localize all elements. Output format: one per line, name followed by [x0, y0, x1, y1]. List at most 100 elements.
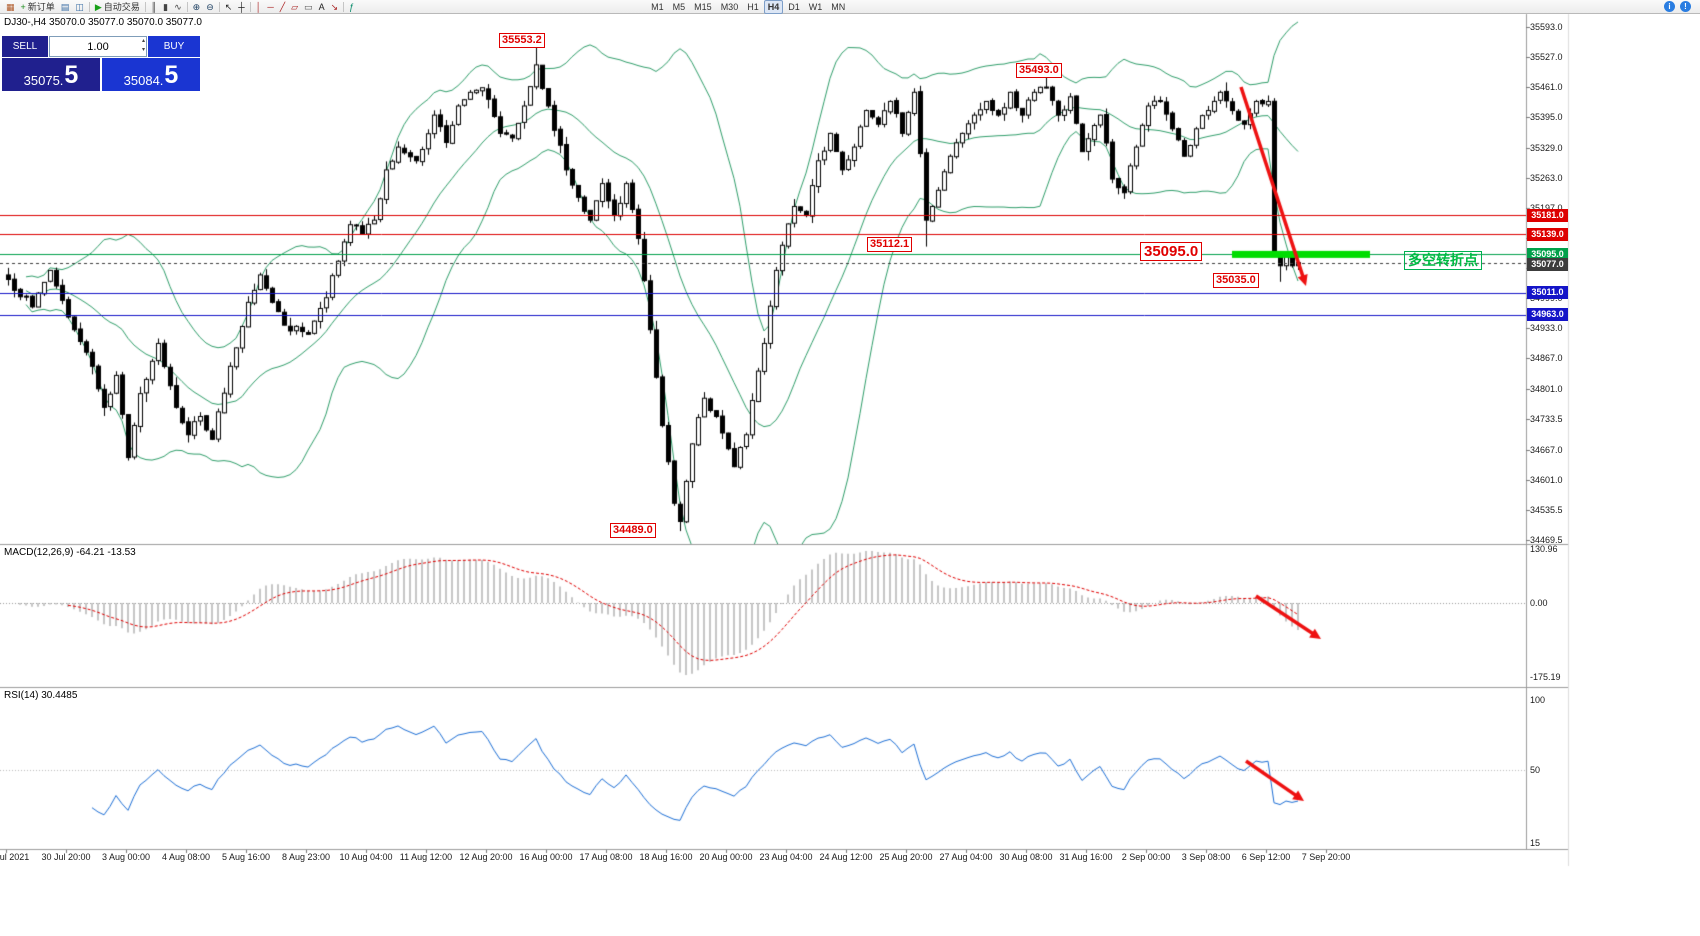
- bid-price-tag: 35077.0: [1527, 258, 1568, 272]
- spinner-up-icon[interactable]: ▴: [141, 38, 145, 44]
- volume-value: 1.00: [87, 40, 109, 53]
- time-axis-label: 6 Sep 12:00: [1241, 852, 1291, 862]
- timeframe-m1[interactable]: M1: [651, 1, 664, 12]
- price-label-annotation[interactable]: 35553.2: [499, 33, 545, 48]
- price-axis-label: 35263.0: [1530, 172, 1563, 183]
- hline-price-tag: 34963.0: [1527, 308, 1568, 322]
- time-axis-label: 3 Aug 00:00: [101, 852, 151, 862]
- volume-input[interactable]: 1.00 ▴ ▾: [49, 36, 147, 57]
- time-axis-label: 30 Aug 08:00: [999, 852, 1053, 862]
- price-axis-label: 35197.0: [1530, 203, 1568, 213]
- price-axis-label: 34667.0: [1530, 444, 1563, 455]
- zoom-out-icon: ⊖: [206, 1, 214, 12]
- tile-windows-icon[interactable]: ◫: [72, 1, 87, 13]
- price-axis-label: 34469.5: [1530, 535, 1563, 545]
- one-click-trade-panel: SELL 1.00 ▴ ▾ BUY 35075. 5 35084. 5: [2, 36, 200, 91]
- timeframe-m15[interactable]: M15: [694, 1, 712, 12]
- bar-chart-icon[interactable]: ║: [148, 1, 160, 13]
- candlestick-chart-icon[interactable]: ▮: [160, 1, 171, 13]
- time-axis-label: 25 Aug 20:00: [879, 852, 933, 862]
- time-axis-label: 20 Aug 00:00: [699, 852, 753, 862]
- hline-price-tag: 35139.0: [1527, 227, 1568, 241]
- text-label-icon[interactable]: A: [316, 1, 328, 13]
- arrow-object-icon[interactable]: ↘: [328, 1, 342, 13]
- vertical-line-icon: │: [255, 1, 262, 12]
- notifications-icon[interactable]: !: [1680, 1, 1691, 12]
- buy-price-display[interactable]: 35084. 5: [102, 58, 200, 91]
- cursor-icon[interactable]: ↖: [222, 1, 236, 13]
- rsi-axis-label: 100: [1530, 695, 1546, 705]
- timeframe-m5[interactable]: M5: [672, 1, 686, 12]
- timeframe-m30[interactable]: M30: [720, 1, 739, 12]
- macd-axis-label: -175.19: [1530, 672, 1561, 682]
- toolbar-separator: [186, 1, 188, 12]
- price-label-annotation[interactable]: 35095.0: [1140, 242, 1203, 261]
- time-axis-label: 12 Aug 20:00: [459, 852, 513, 862]
- volume-spinner[interactable]: ▴ ▾: [142, 37, 145, 55]
- new-order-button[interactable]: + 新订单: [18, 1, 58, 13]
- time-axis-label: 8 Aug 23:00: [281, 852, 331, 862]
- timeframe-d1[interactable]: D1: [788, 1, 800, 12]
- time-axis-label: 10 Aug 04:00: [339, 852, 393, 862]
- chart-window-icon: ▦: [6, 1, 15, 12]
- timeframe-h1[interactable]: H1: [747, 1, 759, 12]
- profiles-icon[interactable]: ▤: [58, 1, 73, 13]
- hline-price-tag: 35095.0: [1527, 247, 1568, 261]
- time-axis-label: 31 Aug 16:00: [1059, 852, 1113, 862]
- equidistant-channel-icon[interactable]: ▱: [288, 1, 301, 13]
- timeframe-h4[interactable]: H4: [763, 0, 784, 14]
- toolbar-separator: [218, 1, 220, 12]
- time-axis-label: 2 Sep 00:00: [1121, 852, 1171, 862]
- community-icon[interactable]: i: [1664, 1, 1675, 12]
- crosshair-icon: ┼: [238, 1, 245, 12]
- price-axis-label: 35461.0: [1530, 82, 1563, 93]
- horizontal-line-icon: ─: [267, 1, 274, 12]
- price-axis-label: 34933.0: [1530, 323, 1563, 334]
- algo-trading-button[interactable]: ▶ 自动交易: [92, 1, 143, 13]
- price-label-annotation[interactable]: 35112.1: [867, 237, 913, 252]
- rsi-axis-label: 15: [1530, 838, 1541, 848]
- timeframe-w1[interactable]: W1: [808, 1, 823, 12]
- candlestick-chart-icon: ▮: [163, 1, 169, 12]
- price-label-annotation[interactable]: 35035.0: [1213, 273, 1259, 288]
- toolbar-separator: [343, 1, 345, 12]
- price-axis-label: 34535.5: [1530, 504, 1563, 515]
- price-label-annotation[interactable]: 35493.0: [1016, 63, 1062, 78]
- shapes-icon[interactable]: ▭: [301, 1, 316, 13]
- arrow-object-icon: ↘: [330, 1, 339, 12]
- trendline-icon[interactable]: ╱: [277, 1, 288, 13]
- buy-button[interactable]: BUY: [148, 36, 200, 57]
- crosshair-icon[interactable]: ┼: [235, 1, 247, 13]
- time-axis-label: 5 Aug 16:00: [221, 852, 271, 862]
- sell-button[interactable]: SELL: [2, 36, 48, 57]
- rsi-indicator-label: RSI(14) 30.4485: [4, 690, 78, 701]
- new-order-button-label: 新订单: [27, 2, 55, 12]
- time-axis-label: 3 Sep 08:00: [1181, 852, 1231, 862]
- price-axis-label: 34867.0: [1530, 353, 1563, 364]
- text-label-icon: A: [318, 1, 325, 12]
- note-annotation[interactable]: 多空转折点: [1404, 251, 1482, 270]
- spinner-down-icon[interactable]: ▾: [141, 47, 145, 53]
- line-chart-icon[interactable]: ∿: [171, 1, 185, 13]
- line-chart-icon: ∿: [174, 1, 182, 12]
- top-toolbar: ▦ + 新订单 ▤ ◫ ▶ 自动交易 ║ ▮ ∿ ⊕ ⊖ ↖ ┼ │ ─ ╱ ▱ ▭ A ↘ ƒ M1 M5 M15 M30 H1 H…: [0, 0, 1700, 14]
- zoom-in-icon[interactable]: ⊕: [190, 1, 204, 13]
- zoom-out-icon[interactable]: ⊖: [203, 1, 217, 13]
- horizontal-line-icon[interactable]: ─: [264, 1, 276, 13]
- sell-price-display[interactable]: 35075. 5: [2, 58, 100, 91]
- timeframe-mn[interactable]: MN: [831, 1, 846, 12]
- sell-price-big-digit: 5: [64, 61, 79, 89]
- vertical-line-icon[interactable]: │: [253, 1, 265, 13]
- indicators-icon[interactable]: ƒ: [346, 1, 357, 13]
- price-label-annotation[interactable]: 34489.0: [610, 523, 656, 538]
- toolbar-separator: [88, 1, 90, 12]
- time-axis-label: 29 Jul 2021: [0, 852, 30, 862]
- chart-window-icon[interactable]: ▦: [3, 1, 18, 13]
- price-axis-label: 34801.0: [1530, 383, 1563, 394]
- price-axis-label: 35593.0: [1530, 22, 1563, 32]
